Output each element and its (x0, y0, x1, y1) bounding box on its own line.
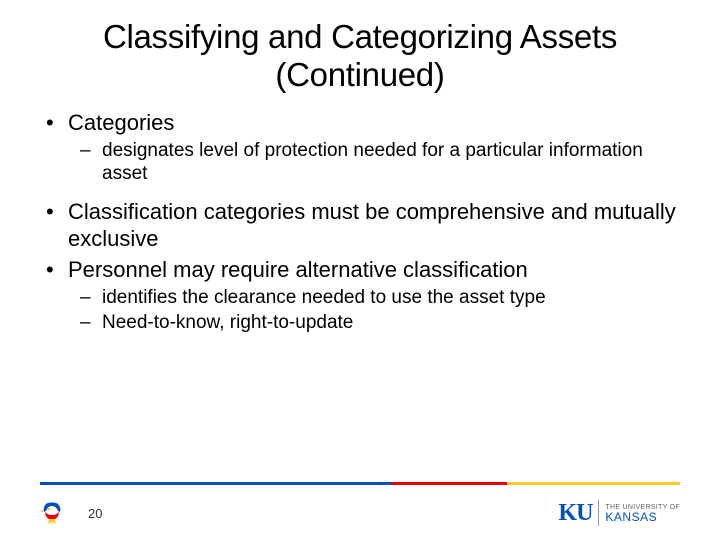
sub-bullet-list: designates level of protection needed fo… (68, 139, 680, 185)
page-number: 20 (88, 506, 102, 521)
bullet-list: Classification categories must be compre… (40, 199, 680, 334)
divider-segment-red (392, 482, 507, 485)
sub-bullet-item: Need-to-know, right-to-update (68, 311, 680, 334)
ku-logo-divider (598, 500, 599, 526)
sub-bullet-text: Need-to-know, right-to-update (102, 312, 353, 333)
sub-bullet-text: designates level of protection needed fo… (102, 140, 643, 184)
slide-container: Classifying and Categorizing Assets (Con… (0, 0, 720, 540)
ku-logo-text: THE UNIVERSITY OF KANSAS (605, 504, 680, 523)
sub-bullet-item: identifies the clearance needed to use t… (68, 286, 680, 309)
sub-bullet-text: identifies the clearance needed to use t… (102, 287, 546, 308)
slide-content: Categories designates level of protectio… (40, 110, 680, 334)
bullet-text: Categories (68, 110, 174, 135)
spacer (40, 189, 680, 199)
divider-segment-yellow (507, 482, 680, 485)
slide-footer: 20 KU THE UNIVERSITY OF KANSAS (0, 482, 720, 540)
jayhawk-icon (40, 501, 64, 525)
sub-bullet-item: designates level of protection needed fo… (68, 139, 680, 185)
bullet-text: Personnel may require alternative classi… (68, 257, 528, 282)
bullet-list: Categories designates level of protectio… (40, 110, 680, 185)
ku-text-line2: KANSAS (605, 511, 680, 523)
slide-title: Classifying and Categorizing Assets (Con… (40, 18, 680, 94)
bullet-item: Classification categories must be compre… (40, 199, 680, 253)
ku-mark: KU (558, 500, 592, 527)
bullet-item: Personnel may require alternative classi… (40, 257, 680, 334)
ku-logo: KU THE UNIVERSITY OF KANSAS (558, 500, 680, 527)
divider-segment-blue (40, 482, 392, 485)
footer-divider (40, 482, 680, 485)
bullet-text: Classification categories must be compre… (68, 199, 676, 251)
sub-bullet-list: identifies the clearance needed to use t… (68, 286, 680, 334)
footer-left: 20 (40, 501, 102, 525)
footer-row: 20 KU THE UNIVERSITY OF KANSAS (0, 495, 720, 531)
bullet-item: Categories designates level of protectio… (40, 110, 680, 185)
